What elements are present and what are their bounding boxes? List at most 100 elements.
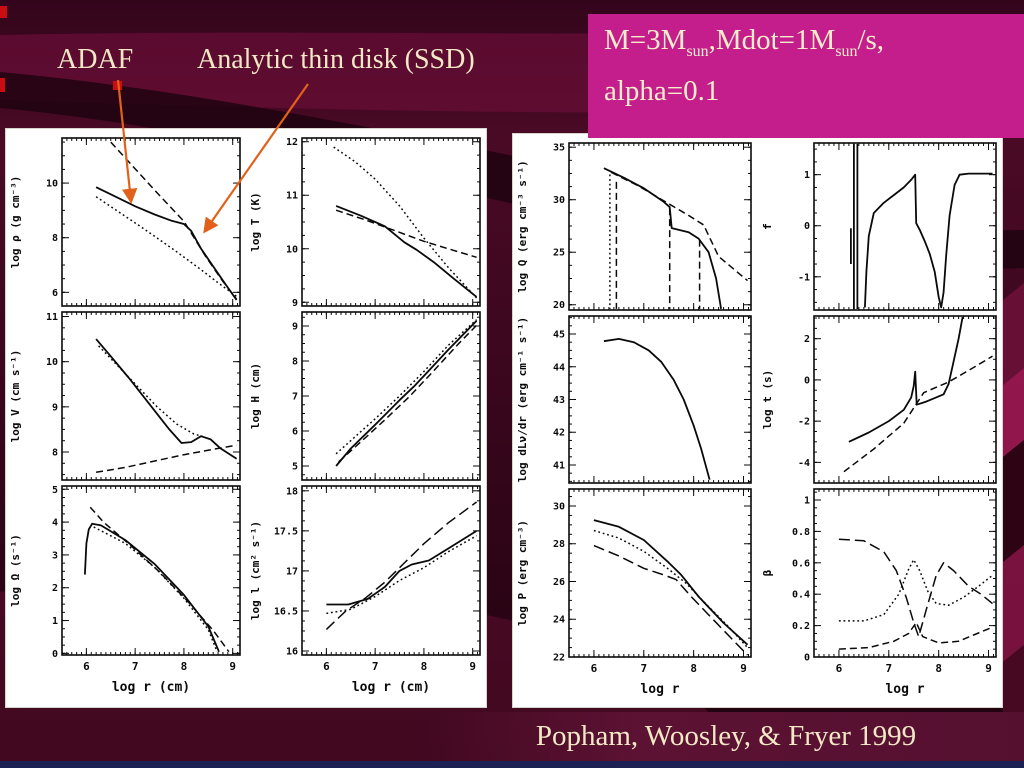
plot-log-rho: 6 8 10 log ρ (g cm⁻³) <box>9 137 241 307</box>
svg-text:log dLν/dr (erg cm⁻¹ s⁻¹): log dLν/dr (erg cm⁻¹ s⁻¹) <box>516 317 529 483</box>
svg-text:9: 9 <box>292 298 298 309</box>
svg-text:log Q (erg cm⁻³ s⁻¹): log Q (erg cm⁻³ s⁻¹) <box>516 160 529 292</box>
parameter-line-2: alpha=0.1 <box>604 75 720 108</box>
svg-text:0: 0 <box>52 649 58 660</box>
plot-log-dL-dr: 41 42 43 44 45 log dLν/dr (erg cm⁻¹ s⁻¹) <box>516 315 752 484</box>
svg-text:7: 7 <box>640 662 647 675</box>
svg-text:-1: -1 <box>797 272 809 283</box>
svg-text:11: 11 <box>46 312 58 323</box>
svg-text:3: 3 <box>52 550 58 561</box>
background-stripe <box>1003 440 1024 562</box>
svg-text:17.5: 17.5 <box>274 526 298 537</box>
svg-text:6: 6 <box>292 427 298 438</box>
svg-text:16.5: 16.5 <box>274 606 298 617</box>
plot-log-l: 6 7 8 9 16 16.5 17 17.5 18 log l (cm² s⁻¹) log r (… <box>249 485 481 695</box>
subscript-text: sun <box>835 42 858 60</box>
svg-text:2: 2 <box>52 583 58 594</box>
plot-log-Omega: 6 7 8 9 0 1 2 3 4 5 log Ω (s⁻¹) log r (cm) <box>9 485 241 695</box>
svg-text:10: 10 <box>46 179 58 190</box>
svg-text:8: 8 <box>935 662 942 675</box>
svg-text:log H (cm): log H (cm) <box>249 363 262 429</box>
svg-text:6: 6 <box>52 288 58 299</box>
svg-text:18: 18 <box>286 486 298 497</box>
svg-text:8: 8 <box>292 357 298 368</box>
svg-text:8: 8 <box>52 448 58 459</box>
svg-text:log r: log r <box>885 682 924 697</box>
svg-text:7: 7 <box>885 662 892 675</box>
parameter-text: ,Mdot=1M <box>708 24 836 56</box>
svg-text:9: 9 <box>229 660 236 673</box>
svg-text:8: 8 <box>690 662 697 675</box>
background-stripe <box>1003 283 1024 385</box>
svg-text:9: 9 <box>740 662 747 675</box>
svg-text:44: 44 <box>553 362 565 373</box>
svg-text:11: 11 <box>286 191 298 202</box>
svg-text:22: 22 <box>553 653 565 664</box>
ssd-label: Analytic thin disk (SSD) <box>197 44 475 75</box>
adaf-label: ADAF <box>57 44 134 75</box>
svg-text:log l (cm² s⁻¹): log l (cm² s⁻¹) <box>249 521 262 620</box>
svg-text:0.8: 0.8 <box>791 527 809 538</box>
svg-text:log T (K): log T (K) <box>249 192 262 252</box>
svg-text:30: 30 <box>553 195 565 206</box>
background-stripe <box>1003 368 1024 457</box>
parameter-line-1: M=3Msun,Mdot=1Msun/s, <box>604 24 1008 61</box>
plot-log-V: 8 9 10 11 log V (cm s⁻¹) <box>9 311 241 481</box>
parameter-box: M=3Msun,Mdot=1Msun/s, alpha=0.1 <box>588 14 1024 138</box>
svg-text:1: 1 <box>803 170 809 181</box>
svg-text:0: 0 <box>803 221 809 232</box>
svg-text:log r (cm): log r (cm) <box>352 680 430 695</box>
svg-text:9: 9 <box>292 322 298 333</box>
plot-log-P: 6 7 8 9 22 24 26 28 30 log P (erg cm⁻³) log r <box>516 488 752 697</box>
red-accent-mark <box>113 81 122 90</box>
svg-text:16: 16 <box>286 646 298 657</box>
svg-text:log V (cm s⁻¹): log V (cm s⁻¹) <box>9 350 22 443</box>
svg-text:1: 1 <box>803 495 809 506</box>
subscript-text: sun <box>686 42 709 60</box>
svg-text:6: 6 <box>83 660 90 673</box>
svg-text:0: 0 <box>803 375 809 386</box>
plot-f: -1 0 1 f <box>761 142 997 311</box>
svg-text:β: β <box>761 569 774 576</box>
svg-text:8: 8 <box>181 660 188 673</box>
svg-text:5: 5 <box>52 485 58 496</box>
svg-text:log t (s): log t (s) <box>761 370 774 430</box>
svg-text:6: 6 <box>323 660 330 673</box>
citation-text: Popham, Woosley, & Fryer 1999 <box>535 720 917 752</box>
svg-text:7: 7 <box>292 392 298 403</box>
svg-text:30: 30 <box>553 501 565 512</box>
parameter-text: /s, <box>857 24 885 56</box>
svg-text:4: 4 <box>52 518 58 529</box>
svg-text:7: 7 <box>132 660 139 673</box>
svg-text:8: 8 <box>421 660 428 673</box>
bottom-strip <box>0 761 1024 768</box>
red-accent-mark <box>0 6 7 18</box>
svg-text:9: 9 <box>985 662 992 675</box>
svg-text:24: 24 <box>553 615 565 626</box>
svg-text:0.4: 0.4 <box>791 590 809 601</box>
svg-text:17: 17 <box>286 566 298 577</box>
svg-text:0.2: 0.2 <box>791 621 809 632</box>
citation-bar: Popham, Woosley, & Fryer 1999 <box>428 712 1024 761</box>
svg-text:8: 8 <box>52 233 58 244</box>
svg-text:-2: -2 <box>797 417 809 428</box>
svg-text:12: 12 <box>286 137 298 148</box>
plot-log-Q: 20 25 30 35 log Q (erg cm⁻³ s⁻¹) <box>516 142 752 311</box>
svg-text:45: 45 <box>553 330 565 341</box>
figure-panel-right: 20 25 30 35 log Q (erg cm⁻³ s⁻¹) -1 0 1 f 41 42 43 4… <box>512 133 1003 708</box>
svg-text:35: 35 <box>553 143 565 154</box>
svg-text:2: 2 <box>803 334 809 345</box>
svg-text:6: 6 <box>835 662 842 675</box>
svg-text:0.6: 0.6 <box>791 558 809 569</box>
svg-text:41: 41 <box>553 460 565 471</box>
svg-text:10: 10 <box>286 244 298 255</box>
svg-text:5: 5 <box>292 462 298 473</box>
plot-log-t: -4 -2 0 2 log t (s) <box>761 315 997 484</box>
svg-text:log r (cm): log r (cm) <box>112 680 190 695</box>
svg-text:log r: log r <box>640 682 679 697</box>
background-stripe <box>1003 545 1024 662</box>
svg-text:-4: -4 <box>797 458 809 469</box>
svg-text:26: 26 <box>553 577 565 588</box>
red-accent-mark <box>0 78 5 92</box>
plot-beta: 6 7 8 9 0 0.2 0.4 0.6 0.8 1 β log r <box>761 488 997 697</box>
